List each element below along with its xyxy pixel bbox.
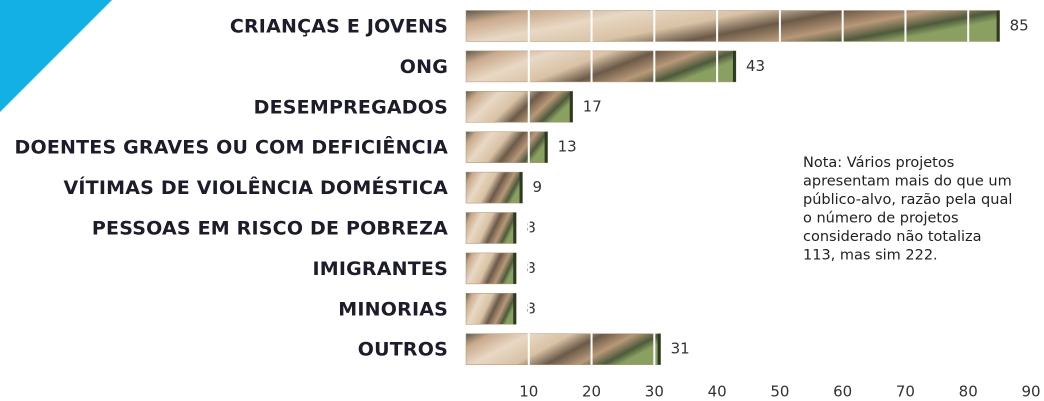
bar-end [658,334,661,365]
value-label: 85 [1010,17,1029,35]
note-line: apresentam mais do que um [803,174,1012,190]
note-line: público-alvo, razão pela qual [803,192,1012,208]
category-label: CRIANÇAS E JOVENS [230,16,448,38]
category-label: IMIGRANTES [312,258,448,280]
x-tick-label: 50 [770,383,789,401]
category-label: VÍTIMAS DE VIOLÊNCIA DOMÉSTICA [64,176,449,199]
chart: CRIANÇAS E JOVENS85ONG43DESEMPREGADOS17D… [0,0,1044,401]
category-label: PESSOAS EM RISCO DE POBREZA [92,218,448,240]
note-line: 113, mas sim 222. [803,248,938,264]
bar-end [733,51,736,82]
x-tick-label: 20 [582,383,601,401]
category-label: OUTROS [358,339,448,361]
note-line: o número de projetos [803,211,959,227]
x-tick-label: 40 [708,383,727,401]
category-label: MINORIAS [338,298,448,320]
value-label: 31 [671,340,690,358]
bar [466,51,736,82]
value-label: 8 [526,259,536,277]
value-label: 8 [526,219,536,237]
bar-end [513,213,516,244]
corner-decoration [0,0,112,112]
bar [466,91,573,122]
value-label: 13 [558,138,577,156]
x-tick-label: 10 [519,383,538,401]
bar [466,11,1000,42]
x-tick-label: 60 [833,383,852,401]
bar [466,334,661,365]
bar-end [513,253,516,284]
x-tick-label: 80 [959,383,978,401]
bar [466,213,516,244]
value-label: 43 [746,57,765,75]
value-label: 9 [533,178,543,196]
x-tick-label: 30 [645,383,664,401]
bar-end [570,91,573,122]
bar [466,132,548,163]
bar-end [513,293,516,324]
note-line: considerado não totaliza [803,229,982,245]
category-label: DOENTES GRAVES OU COM DEFICIÊNCIA [15,136,449,159]
bar [466,293,516,324]
category-label: DESEMPREGADOS [254,96,448,118]
note-line: Nota: Vários projetos [803,155,954,171]
bar-end [520,172,523,203]
bar-end [997,11,1000,42]
x-tick-label: 90 [1021,383,1040,401]
category-label: ONG [400,56,448,78]
bar [466,172,523,203]
value-label: 8 [526,299,536,317]
x-tick-label: 70 [896,383,915,401]
bar [466,253,516,284]
bar-end [545,132,548,163]
